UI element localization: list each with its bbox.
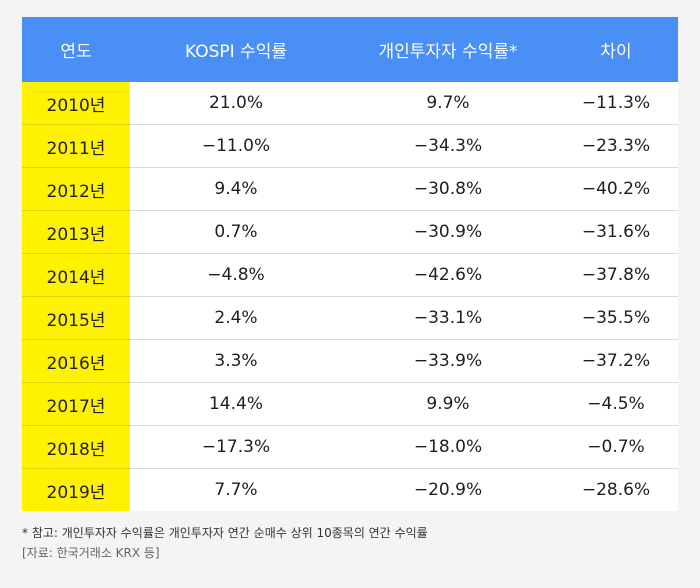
table-row: 2016년 3.3% −33.9% −37.2% — [22, 339, 678, 383]
cell-kospi-return: 7.7% — [130, 468, 342, 511]
cell-year: 2018년 — [22, 425, 130, 469]
cell-individual-return: −30.8% — [342, 167, 554, 211]
cell-kospi-return: −11.0% — [130, 124, 342, 168]
cell-year: 2013년 — [22, 210, 130, 254]
returns-table: 연도 KOSPI 수익률 개인투자자 수익률* 차이 2010년 21.0% 9.7… — [22, 17, 678, 511]
cell-individual-return: −33.1% — [342, 296, 554, 340]
cell-kospi-return: 21.0% — [130, 82, 342, 125]
table-body: 2010년 21.0% 9.7% −11.3% 2011년 −11.0% −34.3% −23… — [22, 82, 678, 511]
cell-kospi-return: 2.4% — [130, 296, 342, 340]
cell-individual-return: −34.3% — [342, 124, 554, 168]
table-row: 2010년 21.0% 9.7% −11.3% — [22, 82, 678, 125]
table-header-row: 연도 KOSPI 수익률 개인투자자 수익률* 차이 — [22, 17, 678, 82]
cell-difference: −0.7% — [554, 425, 678, 469]
table-row: 2019년 7.7% −20.9% −28.6% — [22, 468, 678, 511]
header-difference: 차이 — [554, 17, 678, 82]
cell-year: 2019년 — [22, 468, 130, 511]
table-row: 2013년 0.7% −30.9% −31.6% — [22, 210, 678, 254]
cell-difference: −37.2% — [554, 339, 678, 383]
notes: * 참고: 개인투자자 수익률은 개인투자자 연간 순매수 상위 10종목의 연… — [22, 523, 428, 563]
table-row: 2014년 −4.8% −42.6% −37.8% — [22, 253, 678, 297]
cell-individual-return: −30.9% — [342, 210, 554, 254]
cell-individual-return: −42.6% — [342, 253, 554, 297]
cell-year: 2016년 — [22, 339, 130, 383]
cell-year: 2015년 — [22, 296, 130, 340]
table-row: 2015년 2.4% −33.1% −35.5% — [22, 296, 678, 340]
cell-difference: −4.5% — [554, 382, 678, 426]
footnote: * 참고: 개인투자자 수익률은 개인투자자 연간 순매수 상위 10종목의 연… — [22, 526, 428, 540]
cell-difference: −23.3% — [554, 124, 678, 168]
cell-year: 2012년 — [22, 167, 130, 211]
cell-difference: −37.8% — [554, 253, 678, 297]
header-year: 연도 — [22, 17, 130, 82]
cell-difference: −11.3% — [554, 82, 678, 125]
cell-difference: −31.6% — [554, 210, 678, 254]
cell-kospi-return: 0.7% — [130, 210, 342, 254]
cell-year: 2017년 — [22, 382, 130, 426]
cell-year: 2011년 — [22, 124, 130, 168]
cell-kospi-return: −17.3% — [130, 425, 342, 469]
cell-year: 2010년 — [22, 82, 130, 125]
cell-kospi-return: 14.4% — [130, 382, 342, 426]
returns-table-container: 연도 KOSPI 수익률 개인투자자 수익률* 차이 2010년 21.0% 9.7… — [22, 17, 678, 511]
table-row: 2012년 9.4% −30.8% −40.2% — [22, 167, 678, 211]
table-row: 2017년 14.4% 9.9% −4.5% — [22, 382, 678, 426]
cell-difference: −28.6% — [554, 468, 678, 511]
cell-individual-return: 9.7% — [342, 82, 554, 125]
table-row: 2018년 −17.3% −18.0% −0.7% — [22, 425, 678, 469]
source-note: [자료: 한국거래소 KRX 등] — [22, 546, 160, 560]
header-kospi-return: KOSPI 수익률 — [130, 17, 342, 82]
cell-kospi-return: −4.8% — [130, 253, 342, 297]
cell-year: 2014년 — [22, 253, 130, 297]
cell-individual-return: −20.9% — [342, 468, 554, 511]
header-individual-return: 개인투자자 수익률* — [342, 17, 554, 82]
cell-individual-return: −33.9% — [342, 339, 554, 383]
table-row: 2011년 −11.0% −34.3% −23.3% — [22, 124, 678, 168]
cell-kospi-return: 9.4% — [130, 167, 342, 211]
cell-difference: −35.5% — [554, 296, 678, 340]
cell-individual-return: −18.0% — [342, 425, 554, 469]
cell-individual-return: 9.9% — [342, 382, 554, 426]
cell-difference: −40.2% — [554, 167, 678, 211]
cell-kospi-return: 3.3% — [130, 339, 342, 383]
